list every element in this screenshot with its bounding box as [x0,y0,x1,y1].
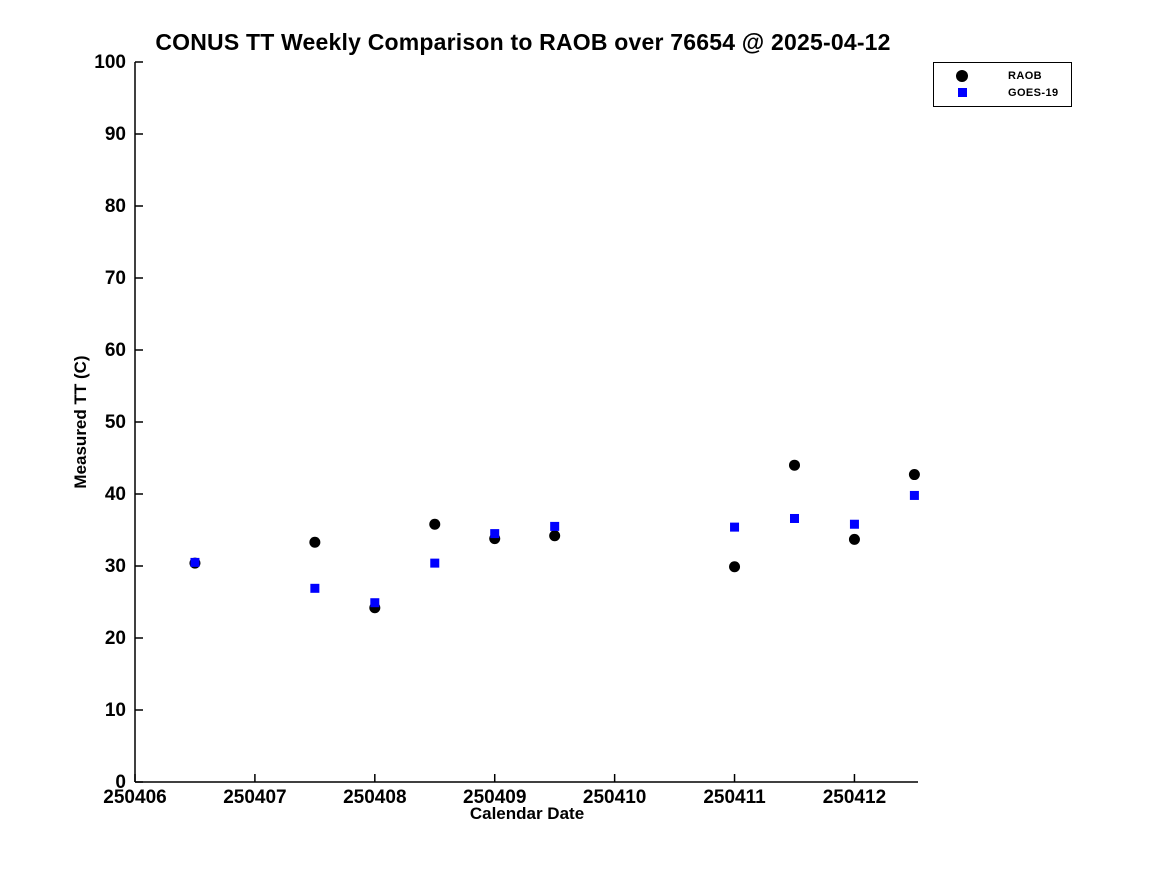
raob-point [549,530,561,542]
legend-label-raob: RAOB [1008,69,1042,82]
y-tick-label: 100 [94,52,126,73]
raob-circle-marker-icon [956,69,968,82]
goes-19-point [909,490,919,500]
y-tick-label: 0 [115,772,126,793]
goes-19-point [789,513,799,523]
legend-marker-cell [934,88,990,97]
x-tick-label: 250409 [463,787,526,808]
legend: RAOB GOES-19 [933,62,1072,107]
x-tick-label: 250410 [583,787,646,808]
legend-item-raob: RAOB [934,67,1071,84]
goes-19-point [730,522,740,532]
raob-point [788,459,800,471]
goes-19-point [849,519,859,529]
x-tick-label: 250408 [343,787,406,808]
x-axis-label: Calendar Date [469,804,585,823]
raob-point [848,533,860,545]
x-tick-label: 250407 [223,787,286,808]
chart-title: CONUS TT Weekly Comparison to RAOB over … [155,29,891,55]
y-tick-label: 90 [105,124,126,145]
raob-point [429,518,441,530]
y-axis-label: Measured TT (C) [71,355,90,489]
legend-item-goes-19: GOES-19 [934,84,1071,101]
x-tick-label: 250412 [823,787,886,808]
raob-point [309,536,321,548]
y-tick-label: 60 [105,340,126,361]
x-tick-label: 250411 [703,787,766,808]
y-tick-label: 30 [105,556,126,577]
y-tick-label: 50 [105,412,126,433]
y-tick-label: 20 [105,628,126,649]
raob-point [729,561,741,573]
goes-19-square-marker-icon [957,88,967,97]
goes-19-point [190,557,200,567]
y-tick-label: 10 [105,700,126,721]
y-tick-label: 80 [105,196,126,217]
x-tick-label: 250406 [103,787,166,808]
goes-19-point [490,529,500,539]
legend-label-goes-19: GOES-19 [1008,86,1059,99]
y-tick-label: 70 [105,268,126,289]
legend-marker-cell [934,69,990,82]
goes-19-point [370,598,380,608]
goes-19-point [310,583,320,593]
goes-19-point [430,558,440,568]
y-tick-label: 40 [105,484,126,505]
raob-point [908,469,920,481]
goes-19-point [550,521,560,531]
